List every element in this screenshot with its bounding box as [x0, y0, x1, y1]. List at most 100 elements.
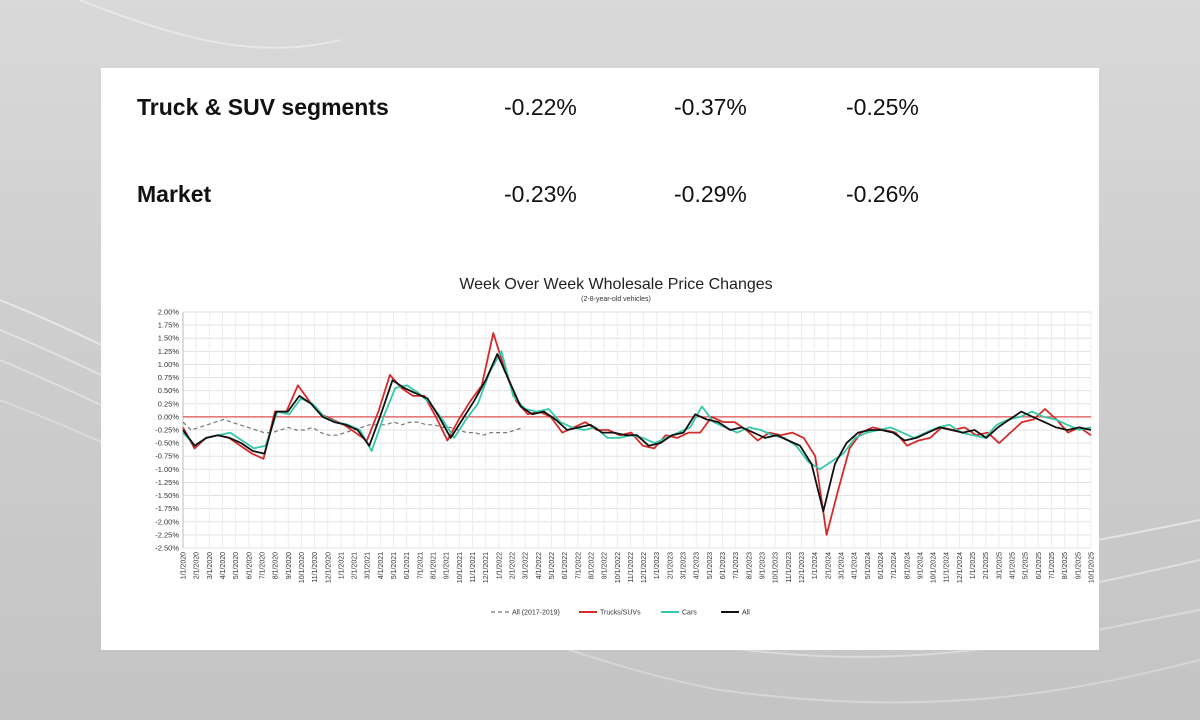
row-value-2: -0.29% [674, 181, 747, 207]
y-tick-label: -2.50% [155, 544, 179, 553]
summary-row-truck-suv: Truck & SUV segments -0.22% -0.37% -0.25… [101, 94, 1099, 134]
x-tick-label: 10/1/2022 [615, 552, 622, 583]
x-tick-label: 2/1/2025 [983, 552, 990, 579]
x-tick-label: 10/1/2020 [299, 552, 306, 583]
x-tick-label: 4/1/2021 [378, 552, 385, 579]
x-tick-label: 12/1/2023 [799, 552, 806, 583]
x-tick-label: 1/1/2020 [181, 552, 188, 579]
x-tick-label: 8/1/2022 [588, 552, 595, 579]
y-tick-label: -2.00% [155, 517, 179, 526]
x-tick-label: 7/1/2025 [1049, 552, 1056, 579]
wholesale-price-chart: Week Over Week Wholesale Price Changes (… [155, 276, 1096, 617]
x-tick-label: 11/1/2024 [944, 552, 951, 583]
x-tick-label: 10/1/2023 [773, 552, 780, 583]
x-tick-label: 6/1/2021 [404, 552, 411, 579]
x-tick-label: 2/1/2022 [509, 552, 516, 579]
series-line-trucks-suvs [182, 332, 1092, 536]
x-tick-label: 2/1/2024 [825, 552, 832, 579]
x-tick-label: 6/1/2023 [720, 552, 727, 579]
x-tick-label: 5/1/2020 [233, 552, 240, 579]
y-tick-label: -1.75% [155, 504, 179, 513]
y-tick-label: 2.00% [158, 308, 180, 317]
x-tick-label: 9/1/2023 [760, 552, 767, 579]
y-tick-label: -1.25% [155, 478, 179, 487]
series-line-cars [182, 350, 1092, 471]
y-tick-label: 1.75% [158, 321, 180, 330]
x-tick-label: 4/1/2025 [1010, 552, 1017, 579]
legend-label-all-2017-2019: All (2017-2019) [512, 610, 560, 617]
series-line-all [182, 353, 1092, 513]
row-value-2: -0.37% [674, 94, 747, 120]
x-tick-label: 8/1/2025 [1062, 552, 1069, 579]
series-layer [182, 332, 1092, 536]
x-tick-label: 1/1/2024 [812, 552, 819, 579]
y-tick-label: -1.00% [155, 465, 179, 474]
y-axis-labels: 2.00% 1.75% 1.50% 1.25% 1.00% 0.75% 0.50% 0.25%… [155, 308, 179, 553]
x-tick-label: 12/1/2020 [325, 552, 332, 583]
x-tick-label: 1/1/2021 [338, 552, 345, 579]
x-tick-label: 12/1/2024 [957, 552, 964, 583]
x-tick-label: 1/1/2023 [654, 552, 661, 579]
x-tick-label: 6/1/2025 [1036, 552, 1043, 579]
content-card: Truck & SUV segments -0.22% -0.37% -0.25… [101, 68, 1099, 650]
x-tick-label: 11/1/2023 [786, 552, 793, 583]
x-tick-label: 3/1/2024 [838, 552, 845, 579]
x-axis-labels: 1/1/2020 2/1/2020 3/1/2020 4/1/2020 5/1/2020… [181, 552, 1096, 583]
x-tick-label: 12/1/2021 [483, 552, 490, 583]
summary-row-market: Market -0.23% -0.29% -0.26% [101, 181, 1099, 221]
x-tick-label: 7/1/2020 [259, 552, 266, 579]
y-tick-label: 0.75% [158, 373, 180, 382]
y-tick-label: -0.50% [155, 439, 179, 448]
x-tick-label: 12/1/2022 [641, 552, 648, 583]
x-tick-label: 2/1/2023 [667, 552, 674, 579]
y-tick-label: 0.25% [158, 399, 180, 408]
x-tick-label: 7/1/2021 [417, 552, 424, 579]
x-tick-label: 11/1/2022 [628, 552, 635, 583]
chart-title: Week Over Week Wholesale Price Changes [459, 276, 772, 293]
y-tick-label: -2.25% [155, 530, 179, 539]
x-tick-label: 8/1/2023 [746, 552, 753, 579]
row-value-3: -0.26% [846, 181, 919, 207]
legend-label-trucks-suvs: Trucks/SUVs [600, 610, 641, 617]
x-tick-label: 7/1/2024 [891, 552, 898, 579]
x-tick-label: 9/1/2024 [917, 552, 924, 579]
x-tick-label: 5/1/2025 [1023, 552, 1030, 579]
x-tick-label: 2/1/2021 [352, 552, 359, 579]
y-tick-label: 0.00% [158, 412, 180, 421]
x-tick-label: 3/1/2025 [996, 552, 1003, 579]
y-tick-label: 1.00% [158, 360, 180, 369]
row-label: Market [137, 181, 212, 207]
x-tick-label: 6/1/2020 [246, 552, 253, 579]
x-tick-label: 5/1/2022 [549, 552, 556, 579]
y-tick-label: 0.50% [158, 386, 180, 395]
y-tick-label: -1.50% [155, 491, 179, 500]
y-tick-label: -0.25% [155, 426, 179, 435]
x-tick-label: 9/1/2025 [1075, 552, 1082, 579]
x-tick-label: 3/1/2021 [365, 552, 372, 579]
legend: All (2017-2019) Trucks/SUVs Cars All [491, 610, 750, 617]
row-value-1: -0.22% [504, 94, 577, 120]
x-tick-label: 5/1/2024 [865, 552, 872, 579]
x-tick-label: 5/1/2023 [707, 552, 714, 579]
x-tick-label: 2/1/2020 [194, 552, 201, 579]
row-label: Truck & SUV segments [137, 94, 389, 120]
x-tick-label: 11/1/2020 [312, 552, 319, 583]
row-value-3: -0.25% [846, 94, 919, 120]
x-tick-label: 3/1/2023 [681, 552, 688, 579]
chart-subtitle: (2-8-year-old vehicles) [581, 296, 651, 303]
y-tick-label: 1.50% [158, 334, 180, 343]
x-tick-label: 4/1/2022 [536, 552, 543, 579]
x-tick-label: 5/1/2021 [391, 552, 398, 579]
x-tick-label: 7/1/2023 [733, 552, 740, 579]
x-tick-label: 1/1/2025 [970, 552, 977, 579]
legend-label-cars: Cars [682, 610, 697, 617]
x-tick-label: 8/1/2024 [904, 552, 911, 579]
y-tick-label: 1.25% [158, 347, 180, 356]
x-tick-label: 1/1/2022 [496, 552, 503, 579]
legend-label-all: All [742, 610, 750, 617]
x-tick-label: 3/1/2020 [207, 552, 214, 579]
x-tick-label: 4/1/2024 [852, 552, 859, 579]
x-tick-label: 6/1/2024 [878, 552, 885, 579]
y-tick-label: -0.75% [155, 452, 179, 461]
x-tick-label: 8/1/2020 [273, 552, 280, 579]
